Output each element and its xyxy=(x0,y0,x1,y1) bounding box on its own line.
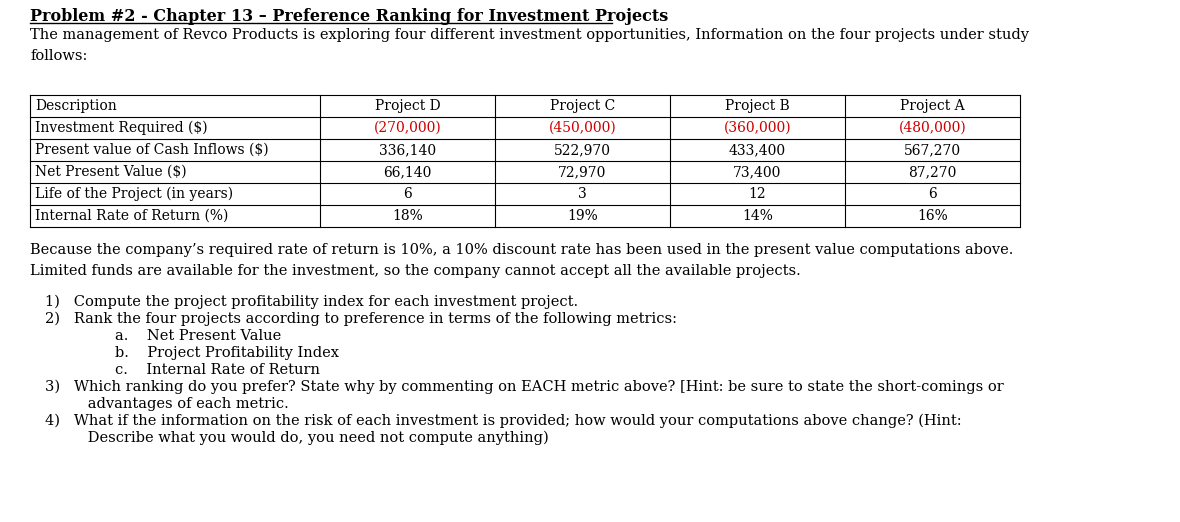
Text: 3)   Which ranking do you prefer? State why by commenting on EACH metric above? : 3) Which ranking do you prefer? State wh… xyxy=(45,380,1004,395)
Text: Net Present Value ($): Net Present Value ($) xyxy=(35,165,186,179)
Text: Because the company’s required rate of return is 10%, a 10% discount rate has be: Because the company’s required rate of r… xyxy=(30,243,1014,278)
Text: Project D: Project D xyxy=(375,99,440,113)
Text: Describe what you would do, you need not compute anything): Describe what you would do, you need not… xyxy=(60,431,549,445)
Text: 1)   Compute the project profitability index for each investment project.: 1) Compute the project profitability ind… xyxy=(45,295,578,310)
Text: 16%: 16% xyxy=(917,209,948,223)
Text: 6: 6 xyxy=(404,187,412,201)
Text: 73,400: 73,400 xyxy=(733,165,781,179)
Text: 336,140: 336,140 xyxy=(379,143,437,157)
Text: Life of the Project (in years): Life of the Project (in years) xyxy=(35,187,234,201)
Text: 18%: 18% xyxy=(392,209,422,223)
Text: 87,270: 87,270 xyxy=(909,165,957,179)
Text: 14%: 14% xyxy=(742,209,773,223)
Text: 12: 12 xyxy=(748,187,766,201)
Text: c.    Internal Rate of Return: c. Internal Rate of Return xyxy=(114,363,320,377)
Text: Present value of Cash Inflows ($): Present value of Cash Inflows ($) xyxy=(35,143,269,157)
Text: 6: 6 xyxy=(929,187,937,201)
Text: 3: 3 xyxy=(578,187,586,201)
Text: 567,270: 567,270 xyxy=(904,143,961,157)
Text: Project C: Project C xyxy=(550,99,615,113)
Text: Description: Description xyxy=(35,99,117,113)
Text: 19%: 19% xyxy=(568,209,598,223)
Text: b.    Project Profitability Index: b. Project Profitability Index xyxy=(114,346,339,360)
Text: Project A: Project A xyxy=(900,99,965,113)
Text: (270,000): (270,000) xyxy=(374,121,441,135)
Text: 72,970: 72,970 xyxy=(558,165,607,179)
Text: 4)   What if the information on the risk of each investment is provided; how wou: 4) What if the information on the risk o… xyxy=(45,414,962,429)
Text: advantages of each metric.: advantages of each metric. xyxy=(60,397,289,411)
Text: (450,000): (450,000) xyxy=(549,121,616,135)
Text: 433,400: 433,400 xyxy=(729,143,786,157)
Text: 522,970: 522,970 xyxy=(553,143,611,157)
Text: 2)   Rank the four projects according to preference in terms of the following me: 2) Rank the four projects according to p… xyxy=(45,312,677,326)
Text: (360,000): (360,000) xyxy=(723,121,792,135)
Text: (480,000): (480,000) xyxy=(899,121,966,135)
Text: 66,140: 66,140 xyxy=(384,165,432,179)
Text: Internal Rate of Return (%): Internal Rate of Return (%) xyxy=(35,209,229,223)
Text: Investment Required ($): Investment Required ($) xyxy=(35,121,208,135)
Text: Problem #2 - Chapter 13 – Preference Ranking for Investment Projects: Problem #2 - Chapter 13 – Preference Ran… xyxy=(30,8,668,25)
Text: a.    Net Present Value: a. Net Present Value xyxy=(114,329,281,343)
Text: Project B: Project B xyxy=(726,99,789,113)
Text: The management of Revco Products is exploring four different investment opportun: The management of Revco Products is expl… xyxy=(30,28,1029,63)
